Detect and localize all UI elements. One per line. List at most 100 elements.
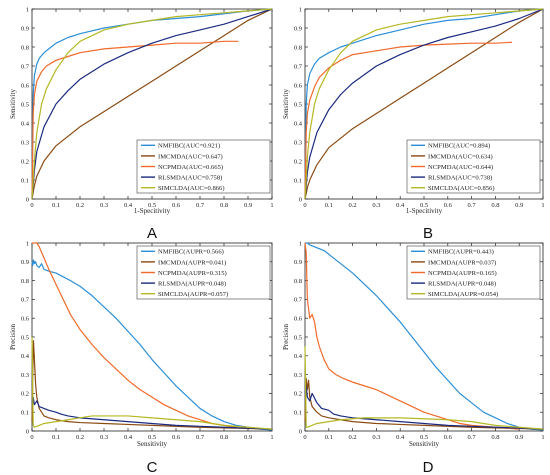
y-tick-label: 0.1 bbox=[21, 177, 29, 184]
x-tick-label: 0.2 bbox=[349, 434, 357, 441]
x-tick-label: 0.1 bbox=[52, 202, 60, 209]
series-line-3 bbox=[304, 41, 513, 200]
x-tick-label: 0.9 bbox=[244, 202, 252, 209]
x-axis-label: 1-Specitivity bbox=[134, 207, 171, 215]
series-line-1 bbox=[31, 8, 273, 200]
legend-label: NCPMDA(AUPR=0.165) bbox=[428, 270, 497, 277]
y-tick-label: 0.9 bbox=[294, 259, 302, 266]
y-tick-label: 0.9 bbox=[21, 259, 29, 266]
x-tick-label: 0.9 bbox=[515, 202, 523, 209]
y-tick-label: 0.4 bbox=[294, 353, 303, 360]
y-tick-label: 0.5 bbox=[21, 101, 29, 108]
legend-label: IMCMDA(AUC=0.647) bbox=[158, 153, 223, 160]
x-tick-label: 0.8 bbox=[491, 202, 499, 209]
x-tick-label: 0.3 bbox=[372, 202, 380, 209]
y-tick-label: 0.7 bbox=[21, 297, 30, 304]
series-line-4 bbox=[31, 396, 273, 430]
y-tick-label: 0.5 bbox=[294, 334, 302, 341]
x-tick-label: 0.4 bbox=[396, 202, 405, 209]
series-line-1 bbox=[305, 242, 544, 431]
x-tick-label: 0.5 bbox=[420, 434, 428, 441]
x-tick-label: 1 bbox=[270, 434, 273, 441]
legend-label: IMCMDA(AUPR=0.041) bbox=[158, 259, 226, 266]
legend-label: SIMCLDA(AUPR=0.057) bbox=[158, 291, 228, 298]
legend-label: NMFIBC(AUC=0.921) bbox=[158, 143, 220, 150]
y-tick-label: 0.8 bbox=[294, 44, 302, 51]
y-tick-label: 0.6 bbox=[21, 316, 30, 323]
legend: NMFIBC(AUPR=0.566) IMCMDA(AUPR=0.041) NCPM… bbox=[136, 245, 271, 300]
y-tick-label: 0.2 bbox=[294, 158, 302, 165]
y-tick-label: 0.8 bbox=[21, 278, 29, 285]
chart-panel-c: 0 0.1 0.2 0.3 0.4 0.5 0.6 0.7 0.8 0.9 1 0 0.1 0.2 0.3 0… bbox=[9, 240, 274, 475]
x-tick-label: 0.8 bbox=[220, 434, 228, 441]
x-tick-label: 0.3 bbox=[100, 434, 108, 441]
x-tick-label: 0.2 bbox=[76, 202, 84, 209]
y-tick-label: 0.7 bbox=[21, 63, 30, 70]
x-tick-label: 0.7 bbox=[468, 202, 477, 209]
y-tick-label: 0 bbox=[299, 196, 302, 203]
y-tick-label: 0.3 bbox=[294, 139, 302, 146]
x-tick-label: 0.2 bbox=[76, 434, 84, 441]
x-tick-label: 0.2 bbox=[349, 202, 357, 209]
y-tick-label: 0.4 bbox=[21, 353, 30, 360]
x-tick-label: 1 bbox=[541, 202, 544, 209]
x-axis-label: Sensitivity bbox=[409, 440, 439, 448]
x-tick-label: 0.1 bbox=[52, 434, 60, 441]
legend-label: RLSMDA(AUC=0.738) bbox=[428, 175, 492, 182]
x-tick-label: 0 bbox=[30, 434, 33, 441]
x-tick-label: 0.3 bbox=[372, 434, 380, 441]
panel-label: C bbox=[147, 459, 158, 475]
x-tick-label: 0 bbox=[303, 434, 306, 441]
legend-label: NCPMDA(AUPR=0.315) bbox=[158, 270, 227, 277]
series-line-2 bbox=[31, 340, 273, 430]
x-tick-label: 0.5 bbox=[420, 202, 428, 209]
y-tick-label: 0.9 bbox=[294, 25, 302, 32]
y-tick-label: 0.1 bbox=[294, 177, 302, 184]
x-tick-label: 0.6 bbox=[444, 202, 453, 209]
series-line-2 bbox=[31, 8, 273, 200]
y-tick-label: 0 bbox=[299, 428, 302, 435]
x-tick-label: 0.3 bbox=[100, 202, 108, 209]
y-tick-label: 0.3 bbox=[21, 372, 29, 379]
series-line-3 bbox=[31, 40, 239, 200]
y-tick-label: 1 bbox=[26, 240, 29, 247]
legend-box bbox=[406, 245, 541, 300]
series-line-2 bbox=[304, 8, 544, 200]
y-tick-label: 0.3 bbox=[294, 372, 302, 379]
legend-box bbox=[406, 139, 541, 194]
y-tick-label: 0.4 bbox=[294, 120, 303, 127]
legend-label: NCPMDA(AUC=0.644) bbox=[428, 164, 493, 171]
series-line-4 bbox=[304, 385, 544, 430]
legend-label: NMFIBC(AUPR=0.443) bbox=[428, 249, 494, 256]
x-tick-label: 0.6 bbox=[172, 434, 181, 441]
x-tick-label: 0.4 bbox=[124, 202, 133, 209]
chart-panel-d: 0 0.1 0.2 0.3 0.4 0.5 0.6 0.7 0.8 0.9 1 0 0.1 0.2 0.3 0… bbox=[282, 240, 545, 475]
y-tick-label: 0.2 bbox=[21, 391, 29, 398]
y-tick-label: 0.8 bbox=[294, 278, 302, 285]
legend-label: NMFIBC(AUPR=0.566) bbox=[158, 249, 224, 256]
y-axis-label: Sensitivity bbox=[282, 89, 290, 119]
y-tick-label: 0.2 bbox=[294, 391, 302, 398]
y-tick-label: 0.1 bbox=[21, 410, 29, 417]
y-tick-label: 1 bbox=[299, 6, 302, 13]
legend-label: IMCMDA(AUC=0.634) bbox=[428, 153, 493, 160]
x-tick-label: 1 bbox=[270, 202, 273, 209]
x-tick-label: 0.7 bbox=[196, 202, 205, 209]
legend-label: IMCMDA(AUPR=0.037) bbox=[428, 259, 496, 266]
y-tick-label: 0 bbox=[26, 196, 29, 203]
x-tick-label: 0 bbox=[303, 202, 306, 209]
y-axis-label: Sensitivity bbox=[9, 89, 17, 119]
x-tick-label: 0.4 bbox=[396, 434, 405, 441]
x-tick-label: 0.8 bbox=[491, 434, 499, 441]
legend: NMFIBC(AUC=0.894) IMCMDA(AUC=0.634) NCPMDA… bbox=[406, 139, 541, 194]
legend-label: SIMCLDA(AUC=0.856) bbox=[428, 185, 495, 192]
x-tick-label: 0.7 bbox=[468, 434, 477, 441]
y-tick-label: 0.3 bbox=[21, 139, 29, 146]
legend-label: NCPMDA(AUC=0.665) bbox=[158, 164, 223, 171]
series-line-5 bbox=[304, 8, 544, 200]
legend-box bbox=[136, 139, 271, 194]
y-tick-label: 0.6 bbox=[294, 316, 303, 323]
series-line-1 bbox=[31, 259, 273, 431]
x-axis-label: Sensitivity bbox=[137, 440, 167, 448]
